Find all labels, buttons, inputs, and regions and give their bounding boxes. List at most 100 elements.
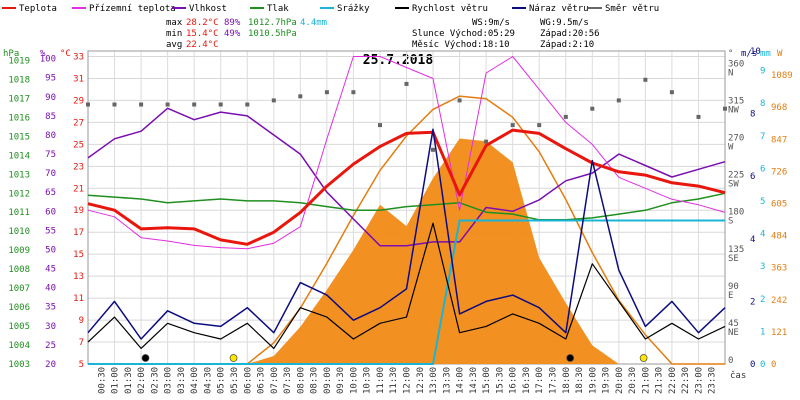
hour-tick-label: 15:30 — [495, 367, 505, 394]
hour-tick-label: 08:30 — [310, 367, 320, 394]
wind-direction-point — [723, 106, 727, 111]
series-rain — [88, 219, 725, 365]
wind-axis-label: m/s — [741, 49, 757, 59]
hour-tick-label: 01:30 — [124, 367, 134, 394]
hpa-tick-label: 1007 — [8, 284, 30, 294]
stats-min-temp: 15.4°C — [186, 29, 219, 39]
wind-direction-point — [192, 102, 197, 107]
humidity-tick-label: 40 — [45, 284, 56, 294]
stats-avg-temp: 22.4°C — [186, 40, 219, 50]
humidity-tick-label: 50 — [45, 246, 56, 256]
direction-tick-label: 135 — [728, 245, 744, 255]
stats-max-label: max — [166, 18, 183, 28]
hour-tick-label: 03:00 — [164, 367, 174, 394]
hour-tick-label: 06:30 — [257, 367, 267, 394]
wind-direction-point — [431, 147, 435, 152]
humidity-tick-label: 95 — [45, 74, 56, 84]
hour-tick-label: 18:00 — [562, 367, 572, 394]
stats-min-humidity: 49% — [224, 29, 241, 39]
hpa-tick-label: 1013 — [8, 170, 30, 180]
rain-tick-label: 6 — [760, 164, 765, 174]
wind-direction-point — [457, 98, 462, 103]
humidity-tick-label: 75 — [45, 150, 56, 160]
wind-direction-point — [590, 106, 595, 111]
hour-tick-label: 06:00 — [243, 367, 253, 394]
humidity-tick-label: 20 — [45, 360, 56, 370]
temperature-tick-label: 19 — [73, 206, 84, 216]
humidity-tick-label: 70 — [45, 169, 56, 179]
legend: Teplota Přízemní teplota Vlhkost Tlak Srážky… — [2, 4, 659, 14]
solar-tick-label: 363 — [771, 264, 787, 274]
temperature-tick-label: 23 — [73, 162, 84, 172]
wind-tick-label: 2 — [750, 297, 755, 307]
wind-direction-point — [643, 77, 648, 82]
humidity-tick-label: 65 — [45, 188, 56, 198]
hpa-tick-label: 1010 — [8, 227, 30, 237]
wind-direction-point — [510, 123, 515, 128]
hpa-tick-label: 1017 — [8, 94, 30, 104]
hour-tick-label: 16:00 — [509, 367, 519, 394]
solar-tick-label: 605 — [771, 200, 787, 210]
hour-tick-label: 05:30 — [230, 367, 240, 394]
humidity-tick-label: 35 — [45, 303, 56, 313]
wind-tick-label: 4 — [750, 235, 755, 245]
temperature-axis-label: °C — [60, 49, 71, 59]
rain-tick-label: 4 — [760, 230, 765, 240]
stats-panel: max 28.2°C 89% 1012.7hPa 4.4mm min 15.4°C 49% 10… — [166, 18, 600, 50]
hour-tick-label: 20:00 — [615, 367, 625, 394]
hour-tick-label: 19:30 — [602, 367, 612, 394]
hour-tick-label: 19:00 — [588, 367, 598, 394]
wind-tick-label: 0 — [750, 360, 755, 370]
hour-tick-label: 22:00 — [668, 367, 678, 394]
hour-tick-label: 21:00 — [641, 367, 651, 394]
series-pressure — [87, 192, 726, 221]
x-axis-label: čas — [730, 370, 746, 381]
stats-sunset: Západ:20:56 — [540, 29, 600, 39]
temperature-tick-label: 21 — [73, 184, 84, 194]
hour-tick-label: 18:30 — [575, 367, 585, 394]
temperature-tick-label: 5 — [79, 360, 84, 370]
direction-tick-label: 270 — [728, 134, 744, 144]
humidity-tick-label: 85 — [45, 112, 56, 122]
rain-tick-label: 3 — [760, 262, 765, 272]
rain-tick-label: 7 — [760, 132, 765, 142]
hpa-tick-label: 1015 — [8, 132, 30, 142]
rain-tick-label: 1 — [760, 327, 765, 337]
direction-tick-label: 180 — [728, 208, 744, 218]
hpa-tick-label: 1009 — [8, 246, 30, 256]
hour-tick-label: 02:00 — [137, 367, 147, 394]
hpa-tick-label: 1016 — [8, 113, 30, 123]
temperature-tick-label: 31 — [73, 75, 84, 85]
solar-tick-label: 726 — [771, 167, 787, 177]
moonrise-marker — [566, 354, 575, 362]
hour-tick-label: 13:00 — [429, 367, 439, 394]
hour-tick-label: 17:30 — [548, 367, 558, 394]
hpa-tick-label: 1003 — [8, 360, 30, 370]
hour-tick-label: 09:00 — [323, 367, 333, 394]
wind-direction-point — [112, 102, 117, 107]
hour-tick-label: 20:30 — [628, 367, 638, 394]
humidity-tick-label: 80 — [45, 131, 56, 141]
wind-direction-point — [616, 98, 621, 103]
stats-min-pressure: 1010.5hPa — [248, 29, 297, 39]
hpa-tick-label: 1018 — [8, 76, 30, 86]
hpa-tick-label: 1019 — [8, 57, 30, 67]
humidity-tick-label: 55 — [45, 226, 56, 236]
wind-direction-point — [378, 123, 382, 128]
legend-label: Tlak — [267, 4, 289, 14]
humidity-tick-label: 45 — [45, 265, 56, 275]
humidity-axis-label: % — [40, 49, 46, 59]
axes: 1019101810171016101510141013101210111010… — [3, 47, 793, 394]
wind-direction-point — [271, 98, 276, 103]
hour-tick-label: 16:30 — [522, 367, 532, 394]
hour-tick-label: 10:30 — [363, 367, 373, 394]
hour-tick-label: 17:00 — [535, 367, 545, 394]
temperature-tick-label: 15 — [73, 250, 84, 260]
wind-direction-point — [484, 139, 489, 144]
hour-tick-label: 15:00 — [482, 367, 492, 394]
direction-tick-label: 360 — [728, 60, 744, 70]
legend-label: Rychlost větru — [412, 4, 488, 14]
stats-max-humidity: 89% — [224, 18, 241, 28]
hour-tick-label: 14:30 — [469, 367, 479, 394]
temperature-tick-label: 13 — [73, 272, 84, 282]
